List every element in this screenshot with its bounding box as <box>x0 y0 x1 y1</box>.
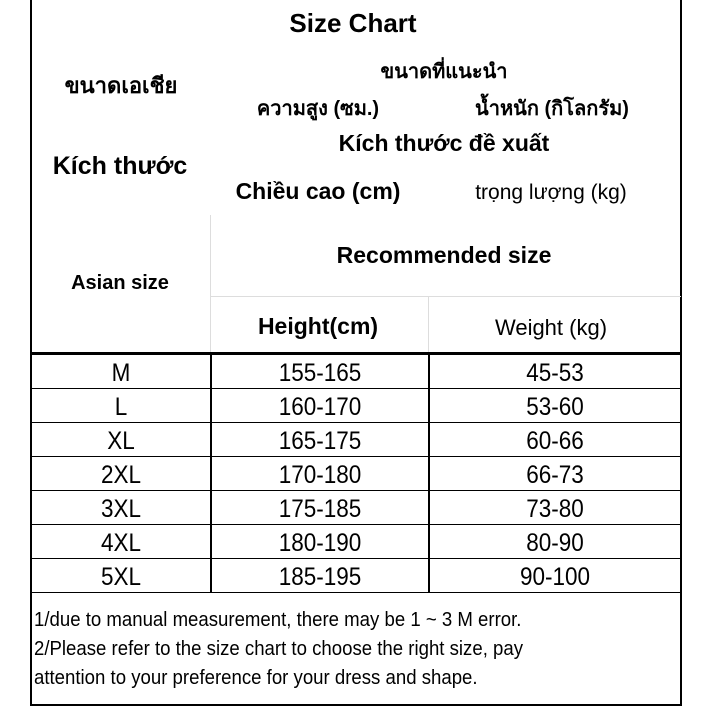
weight-header: Weight (kg) <box>494 315 608 340</box>
table-row: M 155-165 45-53 <box>31 355 681 389</box>
table-row: 5XL 185-195 90-100 <box>31 559 681 593</box>
asian-size-header: Asian size <box>71 272 169 294</box>
vn-recommended-label: Kích thước đề xuất <box>338 130 550 156</box>
divider <box>428 296 429 354</box>
cell-weight: 60-66 <box>526 427 584 455</box>
recommended-size-header: Recommended size <box>336 242 552 268</box>
table-row: 4XL 180-190 80-90 <box>31 525 681 559</box>
column-divider <box>210 525 212 559</box>
column-divider <box>210 423 212 457</box>
table-row: 2XL 170-180 66-73 <box>31 457 681 491</box>
cell-weight: 53-60 <box>526 393 584 421</box>
column-divider <box>210 491 212 525</box>
notes: 1/due to manual measurement, there may b… <box>34 606 523 693</box>
cell-weight: 73-80 <box>526 495 584 523</box>
column-divider <box>428 525 430 559</box>
cell-size: M <box>111 359 131 387</box>
table-row: L 160-170 53-60 <box>31 389 681 423</box>
cell-size: L <box>114 393 128 421</box>
cell-height: 160-170 <box>278 393 362 421</box>
note-3: attention to your preference for your dr… <box>34 667 478 689</box>
thai-weight-label: น้ำหนัก (กิโลกรัม) <box>475 98 629 120</box>
thai-asian-size-label: ขนาดเอเชีย <box>64 73 178 98</box>
vn-height-label: Chiều cao (cm) <box>235 178 401 204</box>
cell-height: 180-190 <box>278 529 362 557</box>
header-divider <box>31 352 681 355</box>
vn-asian-size-label: Kích thước <box>52 152 188 180</box>
cell-size: 2XL <box>100 461 142 489</box>
cell-size: XL <box>107 427 135 455</box>
cell-height: 165-175 <box>278 427 362 455</box>
thai-height-label: ความสูง (ซม.) <box>256 98 380 120</box>
column-divider <box>428 559 430 593</box>
table-row: 3XL 175-185 73-80 <box>31 491 681 525</box>
cell-height: 185-195 <box>278 563 362 591</box>
thai-recommended-label: ขนาดที่แนะนำ <box>380 61 508 83</box>
cell-height: 175-185 <box>278 495 362 523</box>
note-1: 1/due to manual measurement, there may b… <box>34 609 522 631</box>
cell-size: 4XL <box>100 529 142 557</box>
cell-size: 5XL <box>100 563 142 591</box>
column-divider <box>428 389 430 423</box>
height-header: Height(cm) <box>257 313 379 339</box>
column-divider <box>210 559 212 593</box>
cell-weight: 90-100 <box>519 563 591 591</box>
cell-weight: 66-73 <box>526 461 584 489</box>
column-divider <box>210 389 212 423</box>
column-divider <box>428 457 430 491</box>
column-divider <box>428 491 430 525</box>
cell-height: 155-165 <box>278 359 362 387</box>
cell-weight: 45-53 <box>526 359 584 387</box>
column-divider <box>210 457 212 491</box>
divider <box>210 296 681 297</box>
column-divider <box>428 355 430 389</box>
vn-weight-label: trọng lượng (kg) <box>475 181 627 204</box>
chart-title: Size Chart <box>289 8 417 38</box>
cell-height: 170-180 <box>278 461 362 489</box>
column-divider <box>210 355 212 389</box>
cell-size: 3XL <box>100 495 142 523</box>
table-row: XL 165-175 60-66 <box>31 423 681 457</box>
note-2: 2/Please refer to the size chart to choo… <box>34 638 524 660</box>
divider <box>210 215 211 355</box>
column-divider <box>428 423 430 457</box>
cell-weight: 80-90 <box>526 529 584 557</box>
